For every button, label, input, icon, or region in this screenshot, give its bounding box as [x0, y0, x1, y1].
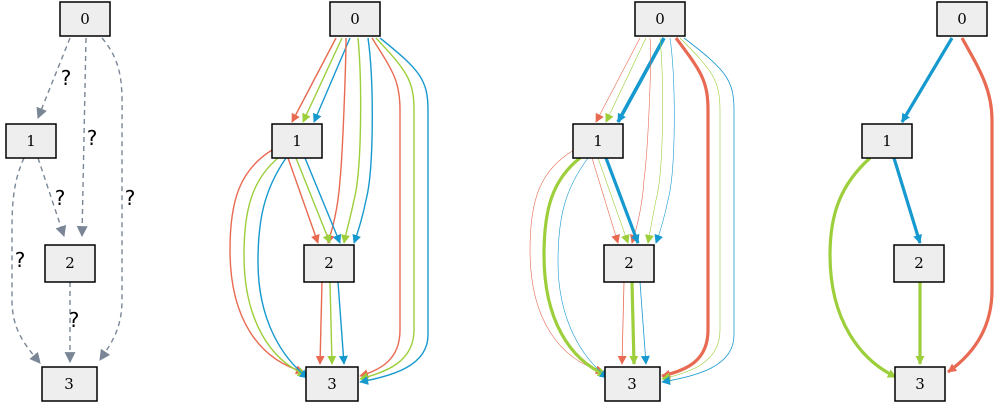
node-2[interactable]: 2 [303, 244, 355, 283]
edge-1-3-green [243, 157, 307, 377]
node-label: 0 [350, 10, 360, 28]
edge-0-1-blue [616, 37, 666, 123]
edge-1-3-blue [557, 157, 609, 379]
node-2[interactable]: 2 [603, 244, 655, 283]
panel-selected-paths: 0 1 2 3 [828, 1, 994, 402]
edge-0-2-blue [654, 37, 675, 244]
node-label: 1 [26, 132, 36, 150]
node-3[interactable]: 3 [305, 366, 359, 402]
edge-2-3-red [617, 281, 627, 365]
edge-2-3-green [327, 281, 337, 365]
panel-weighted-paths: 0 1 2 3 [529, 1, 735, 402]
node-1[interactable]: 1 [271, 123, 323, 159]
node-label: 0 [957, 10, 967, 28]
node-1[interactable]: 1 [5, 123, 57, 159]
node-0[interactable]: 0 [634, 1, 686, 37]
edge-0-1-blue [900, 37, 954, 123]
edge-0-1-green [302, 37, 343, 123]
edge-2-3-blue [337, 281, 348, 365]
edge-2-3-red [315, 281, 325, 365]
node-0[interactable]: 0 [329, 1, 381, 37]
edge-0-1-red [291, 37, 337, 123]
edge-1-3-blue [257, 157, 309, 379]
edge-label: ? [55, 186, 66, 210]
edge-1-2-green [295, 157, 332, 244]
node-0[interactable]: 0 [59, 1, 111, 37]
node-label: 0 [80, 10, 90, 28]
edge-0-2-red [630, 37, 651, 244]
edge-1-2-green [597, 157, 630, 244]
edge-1-2-red [287, 157, 320, 244]
edge-label: ? [87, 126, 98, 150]
node-label: 3 [64, 375, 74, 393]
edge-0-2: ? [76, 37, 98, 238]
edge-0-3-blue [359, 37, 429, 385]
node-3[interactable]: 3 [41, 366, 98, 402]
edge-path [37, 157, 67, 238]
edge-0-2-green [341, 37, 362, 244]
edge-1-3: ? [11, 157, 41, 364]
edge-0-3-green [661, 37, 721, 382]
edge-2-3-green [629, 281, 639, 365]
edge-0-2-blue [352, 37, 373, 244]
edge-0-2-green [645, 37, 663, 244]
node-label: 2 [324, 254, 334, 272]
edge-label: ? [125, 186, 136, 210]
edge-1-3-green [542, 156, 607, 377]
node-label: 3 [915, 375, 925, 393]
edge-0-3-red [661, 37, 710, 379]
edge-label: ? [15, 248, 26, 272]
edge-0-3-red [359, 37, 401, 378]
node-3[interactable]: 3 [894, 366, 946, 402]
edge-0-3-red [947, 37, 994, 374]
edge-2-3-blue [639, 281, 650, 365]
node-label: 3 [327, 375, 337, 393]
edge-path [99, 37, 123, 361]
edge-1-2: ? [37, 157, 67, 238]
node-0[interactable]: 0 [936, 1, 988, 37]
edge-label: ? [69, 308, 80, 332]
edge-1-3-green [828, 156, 897, 379]
panel-unknown-graph: ? ? ? ? ? ? 0 1 2 3 [5, 1, 136, 402]
edge-0-3-green [359, 37, 415, 382]
edge-path [11, 157, 41, 364]
node-label: 1 [593, 132, 603, 150]
node-2[interactable]: 2 [44, 244, 96, 283]
edge-1-3-red [229, 149, 305, 375]
edge-0-1-green [605, 37, 647, 123]
edge-0-1: ? [36, 37, 72, 120]
edge-0-3: ? [99, 37, 136, 361]
node-3[interactable]: 3 [604, 366, 661, 402]
edge-1-3-red [529, 149, 605, 375]
node-label: 1 [882, 132, 892, 150]
edge-1-2-blue [604, 157, 640, 244]
edge-2-3: ? [64, 282, 80, 364]
node-1[interactable]: 1 [572, 123, 624, 159]
edge-1-2-blue [892, 157, 922, 244]
node-label: 0 [655, 10, 665, 28]
edge-0-1-red [595, 37, 641, 123]
node-label: 1 [292, 132, 302, 150]
edge-1-2-red [591, 157, 620, 244]
node-label: 3 [627, 375, 637, 393]
node-label: 2 [624, 254, 634, 272]
edge-1-2-blue [304, 157, 342, 244]
node-label: 2 [914, 254, 924, 272]
node-1[interactable]: 1 [861, 123, 913, 159]
edge-path [76, 37, 88, 238]
panel-all-candidate-paths: 0 1 2 3 [229, 1, 429, 402]
edge-0-3-blue [661, 37, 735, 386]
edge-0-1-blue [313, 37, 351, 123]
node-2[interactable]: 2 [893, 244, 945, 283]
node-label: 2 [65, 254, 75, 272]
edge-label: ? [61, 66, 72, 90]
